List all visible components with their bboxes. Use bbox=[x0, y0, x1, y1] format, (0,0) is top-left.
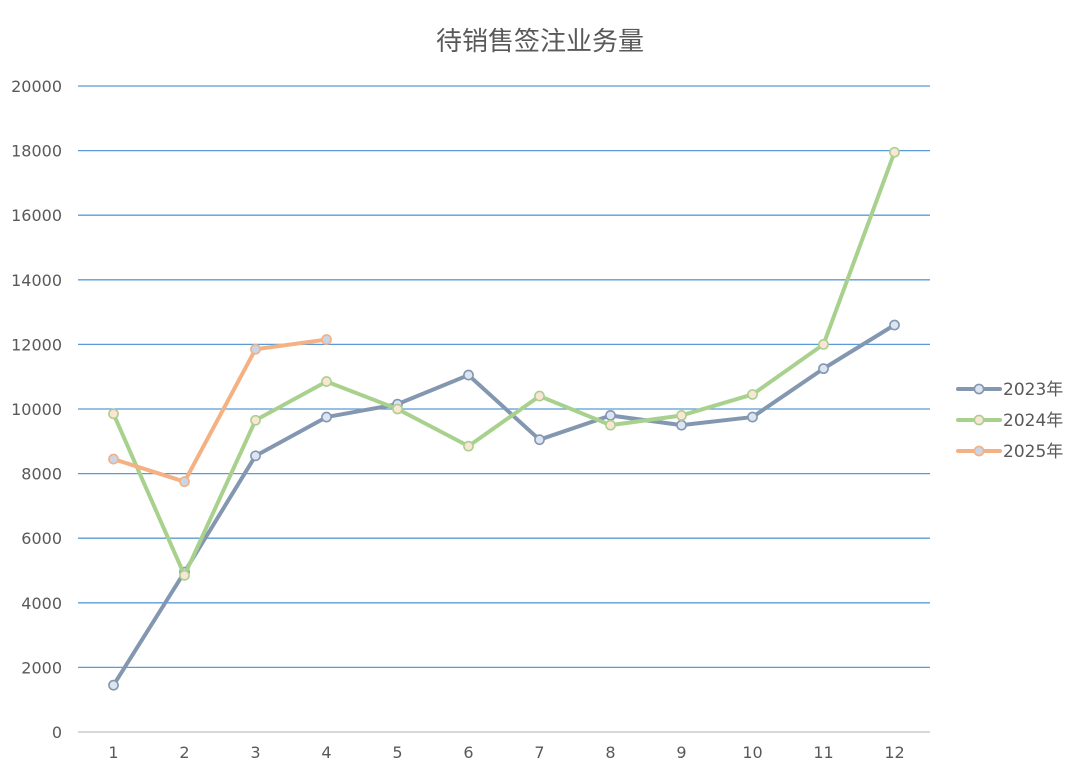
series-1 bbox=[108, 319, 900, 691]
data-point bbox=[889, 146, 900, 158]
y-tick-label: 6000 bbox=[21, 529, 62, 548]
y-tick-label: 14000 bbox=[11, 271, 62, 290]
data-point bbox=[250, 450, 261, 462]
series-line bbox=[111, 150, 897, 578]
data-point bbox=[676, 419, 687, 431]
data-point bbox=[179, 569, 190, 581]
data-point bbox=[392, 403, 403, 415]
chart-title: 待销售签注业务量 bbox=[436, 27, 644, 57]
data-point bbox=[321, 376, 332, 387]
data-point bbox=[463, 440, 474, 452]
data-point bbox=[179, 476, 190, 488]
y-tick-label: 8000 bbox=[21, 465, 62, 484]
data-point bbox=[108, 679, 119, 691]
legend-marker bbox=[973, 445, 985, 457]
y-tick-label: 4000 bbox=[21, 594, 62, 613]
legend-label: 2023年 bbox=[1003, 380, 1063, 400]
series-lines bbox=[108, 146, 900, 691]
data-point bbox=[747, 411, 758, 423]
legend: 2023年 2024年 2025年 bbox=[956, 380, 1063, 462]
y-tick-label: 12000 bbox=[11, 335, 62, 354]
series-2 bbox=[108, 146, 900, 581]
y-tick-label: 0 bbox=[52, 723, 62, 742]
legend-marker bbox=[973, 383, 985, 395]
x-tick-label: 1 bbox=[108, 743, 118, 762]
data-point bbox=[463, 369, 474, 381]
x-tick-label: 11 bbox=[813, 743, 833, 762]
data-point bbox=[321, 334, 332, 345]
y-tick-label: 18000 bbox=[11, 142, 62, 161]
data-point bbox=[676, 410, 687, 421]
y-tick-label: 10000 bbox=[11, 400, 62, 419]
x-tick-label: 10 bbox=[742, 743, 762, 762]
data-point bbox=[605, 419, 616, 431]
y-axis-tick-labels: 0 2000 4000 6000 8000 10000 12000 14000 16000 180… bbox=[11, 77, 62, 742]
data-point bbox=[889, 319, 900, 331]
x-axis-tick-labels: 1 2 3 4 5 6 7 8 9 10 11 12 bbox=[108, 743, 904, 762]
data-point bbox=[747, 389, 758, 400]
x-tick-label: 5 bbox=[392, 743, 402, 762]
x-tick-label: 2 bbox=[179, 743, 189, 762]
series-line bbox=[111, 337, 329, 484]
x-tick-label: 7 bbox=[534, 743, 544, 762]
data-point bbox=[321, 411, 332, 423]
x-tick-label: 8 bbox=[605, 743, 615, 762]
data-point bbox=[605, 410, 616, 421]
x-tick-label: 12 bbox=[884, 743, 904, 762]
legend-marker bbox=[973, 414, 985, 426]
legend-item: 2024年 bbox=[956, 411, 1063, 431]
x-tick-label: 4 bbox=[321, 743, 331, 762]
data-point bbox=[108, 453, 119, 465]
data-point bbox=[818, 338, 829, 350]
legend-label: 2025年 bbox=[1003, 442, 1063, 462]
x-tick-label: 9 bbox=[676, 743, 686, 762]
series-3 bbox=[108, 334, 332, 488]
data-point bbox=[534, 390, 545, 402]
data-point bbox=[250, 343, 261, 355]
y-tick-label: 20000 bbox=[11, 77, 62, 96]
data-point bbox=[108, 408, 119, 420]
y-tick-label: 16000 bbox=[11, 206, 62, 225]
series-line bbox=[111, 323, 897, 688]
x-tick-label: 3 bbox=[250, 743, 260, 762]
legend-label: 2024年 bbox=[1003, 411, 1063, 431]
data-point bbox=[818, 363, 829, 375]
legend-item: 2025年 bbox=[956, 442, 1063, 462]
x-tick-label: 6 bbox=[463, 743, 473, 762]
y-tick-label: 2000 bbox=[21, 658, 62, 677]
data-point bbox=[250, 414, 261, 426]
data-point bbox=[534, 434, 545, 446]
legend-item: 2023年 bbox=[956, 380, 1063, 400]
